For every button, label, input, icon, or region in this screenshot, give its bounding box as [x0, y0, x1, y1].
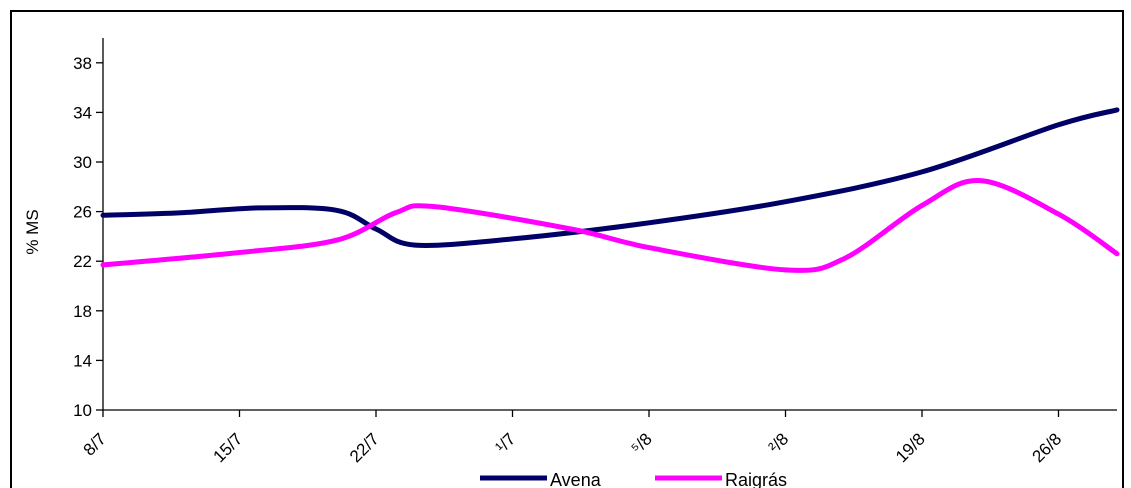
series-lines [100, 107, 1120, 273]
y-tick-label: 30 [73, 153, 92, 172]
y-tick-label: 18 [73, 302, 92, 321]
legend: Avena Raigrás [480, 470, 787, 488]
y-tick-label: 22 [73, 252, 92, 271]
series-line-raigras [100, 178, 1120, 273]
y-tick-label: 38 [73, 54, 92, 73]
series-line-avena [100, 107, 1120, 248]
y-tick-label: 34 [73, 103, 92, 122]
y-tick-label: 14 [73, 351, 92, 370]
y-tick-label: 26 [73, 203, 92, 222]
y-axis-label: % MS [23, 209, 42, 254]
legend-label-raigras: Raigrás [725, 470, 787, 488]
legend-label-avena: Avena [550, 470, 602, 488]
y-tick-label: 10 [73, 401, 92, 420]
chart-border [10, 10, 1124, 488]
